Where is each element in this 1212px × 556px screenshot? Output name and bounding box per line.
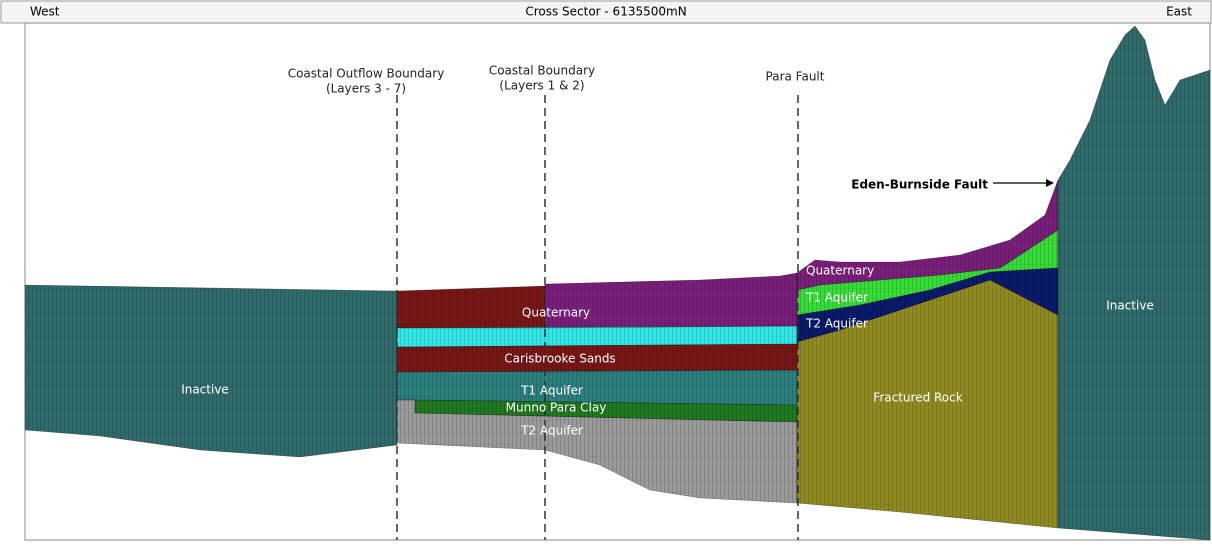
header-right: East bbox=[1166, 5, 1192, 19]
layers bbox=[24, 25, 1211, 541]
header-title: Cross Sector - 6135500mN bbox=[525, 5, 686, 19]
region-label: T1 Aquifer bbox=[520, 384, 583, 398]
cell-texture bbox=[1057, 25, 1211, 541]
region-label: T2 Aquifer bbox=[805, 317, 868, 331]
cell-texture bbox=[24, 284, 398, 458]
cell-texture bbox=[396, 399, 798, 504]
region-label: Munno Para Clay bbox=[506, 401, 607, 415]
cell-texture bbox=[396, 325, 798, 348]
region-label: Inactive bbox=[1106, 299, 1154, 313]
fault-label: Eden-Burnside Fault bbox=[851, 178, 988, 192]
region-label: T2 Aquifer bbox=[520, 424, 583, 438]
region-label: T1 Aquifer bbox=[805, 291, 868, 305]
boundary-label: Para Fault bbox=[766, 70, 825, 84]
boundary-label: Coastal Outflow Boundary bbox=[288, 67, 445, 81]
region-label: Quaternary bbox=[522, 306, 590, 320]
region-label: Quaternary bbox=[806, 264, 874, 278]
region-label: Fractured Rock bbox=[873, 391, 962, 405]
boundary-label: (Layers 3 - 7) bbox=[326, 82, 406, 96]
fault-arrowhead bbox=[1046, 179, 1054, 187]
boundary-label: (Layers 1 & 2) bbox=[499, 79, 584, 93]
boundary-label: Coastal Boundary bbox=[489, 64, 595, 78]
region-label: Inactive bbox=[181, 383, 229, 397]
region-label: Carisbrooke Sands bbox=[504, 352, 615, 366]
boundary-lines bbox=[396, 95, 799, 540]
header-left: West bbox=[30, 5, 60, 19]
